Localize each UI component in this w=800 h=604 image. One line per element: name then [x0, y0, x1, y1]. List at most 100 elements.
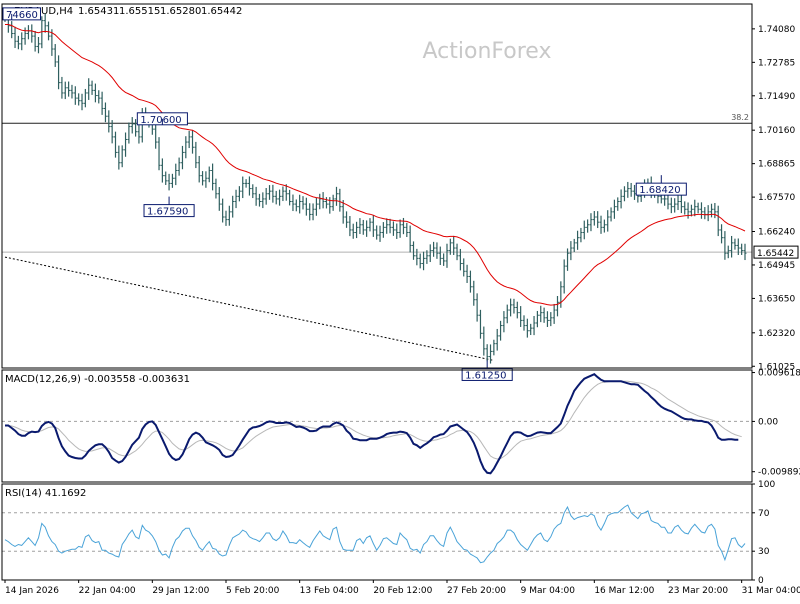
price-bar	[261, 192, 265, 209]
price-bar	[452, 235, 456, 256]
price-bar	[596, 211, 600, 229]
price-bar	[127, 122, 131, 144]
price-bar	[412, 241, 416, 260]
price-bar	[388, 218, 392, 234]
price-bar	[83, 88, 87, 108]
price-bar	[505, 304, 509, 324]
price-bar	[130, 117, 134, 134]
price-bar	[462, 258, 466, 277]
price-bar	[422, 251, 426, 271]
price-bar	[134, 119, 138, 137]
symbol-title: EURAUD,H4	[14, 6, 73, 17]
price-axis-label: 1.70160	[758, 126, 795, 136]
price-bar	[378, 225, 382, 242]
price-bar	[626, 181, 630, 198]
time-axis-label: 22 Jan 04:00	[79, 586, 136, 596]
price-bar	[311, 203, 315, 221]
price-bar	[502, 311, 506, 333]
price-bar	[207, 166, 211, 183]
price-bar	[572, 238, 576, 252]
price-bar	[398, 219, 402, 238]
rsi-axis-label: 70	[758, 509, 770, 519]
price-bar	[117, 145, 121, 170]
price-axis-label: 1.71490	[758, 92, 795, 102]
price-bar	[16, 35, 20, 50]
price-bar	[442, 253, 446, 266]
price-bar	[100, 91, 104, 115]
price-bar	[683, 201, 687, 215]
price-bar	[455, 243, 459, 261]
price-bar	[381, 222, 385, 238]
price-bar	[666, 193, 670, 210]
price-bar	[606, 210, 610, 232]
price-bar	[278, 189, 282, 206]
price-bar	[676, 195, 680, 211]
price-bar	[257, 193, 261, 207]
price-axis-label: 1.67570	[758, 193, 795, 203]
macd-axis-label: -0.009892	[758, 468, 800, 478]
price-bar	[586, 219, 590, 233]
ohlc-high: 1.65515	[119, 6, 160, 17]
price-bar	[371, 215, 375, 237]
price-bar	[535, 310, 539, 328]
rsi-title: RSI(14) 41.1692	[5, 488, 86, 499]
trend-line	[4, 256, 494, 361]
macd-title: MACD(12,26,9) -0.003558 -0.003631	[5, 374, 190, 385]
macd-axis-label: 0.009618	[758, 369, 800, 379]
price-bar	[137, 125, 141, 144]
price-bar	[50, 29, 54, 56]
ohlc-open: 1.65431	[78, 6, 119, 17]
time-axis-label: 23 Mar 20:00	[668, 586, 728, 596]
price-bar	[599, 215, 603, 234]
price-bar	[264, 187, 268, 205]
time-axis-label: 27 Feb 20:00	[447, 586, 506, 596]
price-bar	[415, 248, 419, 266]
price-bar	[566, 248, 570, 271]
price-bar	[90, 80, 94, 95]
price-bar	[472, 280, 476, 306]
price-bar	[435, 242, 439, 259]
price-bar	[395, 223, 399, 239]
macd-panel-frame	[1, 369, 753, 483]
time-axis-label: 31 Mar 04:00	[742, 586, 800, 596]
price-bar	[184, 136, 188, 159]
price-bar	[103, 102, 107, 123]
price-bar	[217, 187, 221, 211]
axes: 1.74080 1.72785 1.71490 1.70160 1.68865 1.675…	[4, 25, 800, 596]
rsi-line	[4, 504, 746, 564]
price-bar	[355, 221, 359, 239]
time-axis-label: 5 Feb 20:00	[226, 586, 280, 596]
price-axis-label: 1.72785	[758, 58, 795, 68]
price-bar	[522, 315, 526, 331]
price-bar	[576, 230, 580, 250]
price-bar	[298, 194, 302, 214]
price-bar	[525, 318, 529, 338]
price-bar	[669, 197, 673, 214]
price-bar	[612, 199, 616, 219]
price-bar	[324, 197, 328, 209]
price-bar	[619, 189, 623, 209]
price-bar	[391, 221, 395, 236]
rsi-axis-label: 100	[758, 480, 775, 490]
panel-frames	[1, 3, 753, 581]
price-bar	[569, 241, 573, 261]
price-bar	[247, 176, 251, 196]
annotation-label: 1.61250	[465, 370, 506, 381]
price-bar	[361, 219, 365, 235]
price-bar	[602, 219, 606, 233]
price-bar	[468, 270, 472, 293]
rsi-axis-label: 30	[758, 547, 770, 557]
price-bar	[43, 13, 47, 33]
price-bar	[482, 326, 486, 356]
price-bar	[231, 195, 235, 218]
price-bar	[70, 84, 74, 99]
price-bar	[673, 198, 677, 213]
price-bar	[204, 171, 208, 188]
macd-plot	[2, 373, 752, 475]
rsi-panel-frame	[1, 483, 753, 581]
price-panel-frame	[1, 3, 753, 369]
price-axis-label: 1.64945	[758, 261, 795, 271]
price-bar	[36, 36, 40, 54]
price-bar	[40, 16, 44, 49]
price-bar	[693, 199, 697, 217]
